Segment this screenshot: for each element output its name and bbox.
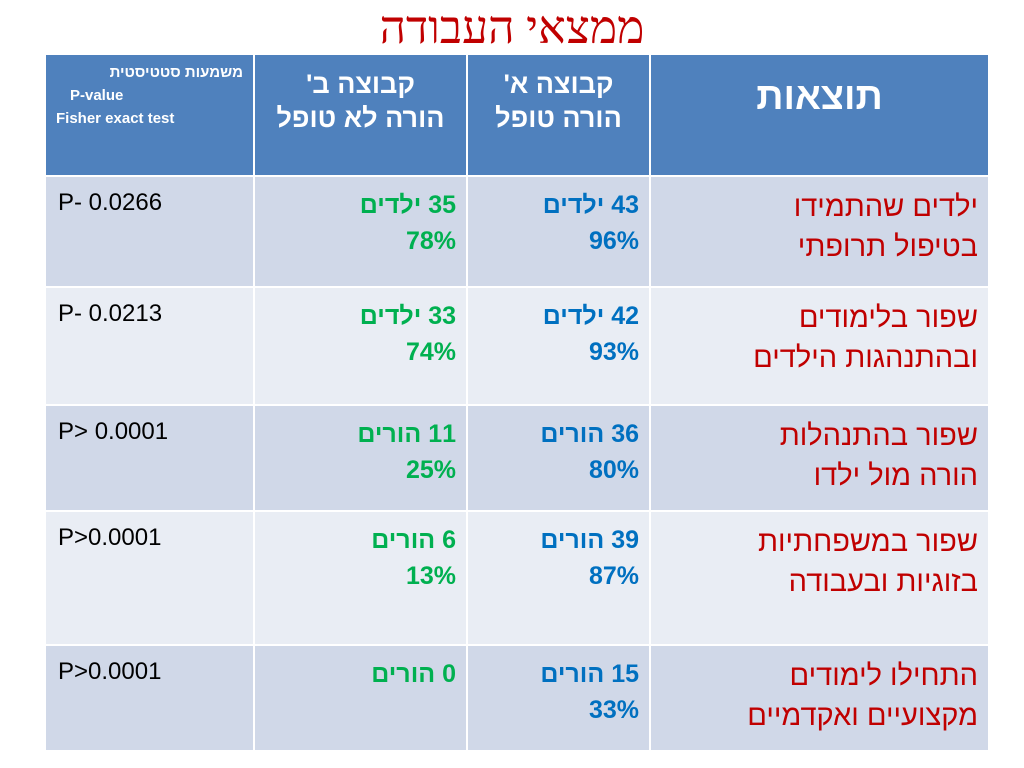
result-line-1: שפור בלימודים [798,302,978,334]
group-a-percent: 80% [588,456,639,484]
header-group-b: קבוצה ב' הורה לא טופל [253,53,468,177]
group-b-cell: 0 הורים [253,644,468,752]
group-a-cell: 15 הורים 33% [466,644,651,752]
result-cell: התחילו לימודים מקצועיים ואקדמיים [649,644,990,752]
result-line-2: הורה מול ילדו [813,460,978,492]
group-b-percent: 25% [405,456,456,484]
group-a-percent: 87% [588,562,639,590]
group-a-percent: 96% [588,227,639,255]
p-value-cell: P>0.0001 [44,644,255,752]
header-p-value: משמעות סטטיסטית P-value Fisher exact tes… [44,53,255,177]
table-row: P>0.0001 6 הורים 13% 39 הורים 87% שפור ב… [44,510,990,646]
header-group-b-line-2: הורה לא טופל [276,103,445,133]
header-group-b-line-1: קבוצה ב' [306,69,415,99]
header-results: תוצאות [649,53,990,177]
group-a-percent: 93% [588,338,639,366]
group-b-cell: 35 ילדים 78% [253,175,468,288]
group-b-count: 33 ילדים [359,302,456,330]
result-line-2: בזוגיות ובעבודה [788,566,978,598]
group-b-cell: 11 הורים 25% [253,404,468,512]
result-line-2: מקצועיים ואקדמיים [747,700,978,732]
group-a-count: 42 ילדים [542,302,639,330]
result-cell: שפור בלימודים ובהתנהגות הילדים [649,286,990,406]
group-b-cell: 6 הורים 13% [253,510,468,646]
group-a-count: 43 ילדים [542,191,639,219]
group-b-percent: 78% [405,227,456,255]
group-a-cell: 39 הורים 87% [466,510,651,646]
table-row: P- 0.0266 35 ילדים 78% 43 ילדים 96% ילדי… [44,175,990,288]
result-line-1: שפור בהתנהלות [779,420,978,452]
header-group-a: קבוצה א' הורה טופל [466,53,651,177]
result-line-1: התחילו לימודים [789,660,978,692]
table-row: P> 0.0001 11 הורים 25% 36 הורים 80% שפור… [44,404,990,512]
group-b-percent: 74% [405,338,456,366]
group-a-count: 15 הורים [540,660,639,688]
group-b-count: 35 ילדים [359,191,456,219]
result-line-1: ילדים שהתמידו [793,191,978,223]
result-cell: שפור בהתנהלות הורה מול ילדו [649,404,990,512]
header-group-a-line-2: הורה טופל [495,103,622,133]
header-group-a-line-1: קבוצה א' [503,69,614,99]
header-p-value-method: Fisher exact test [56,110,175,127]
results-table: משמעות סטטיסטית P-value Fisher exact tes… [44,53,990,752]
group-a-cell: 42 ילדים 93% [466,286,651,406]
group-a-count: 36 הורים [540,420,639,448]
group-b-count: 11 הורים [357,420,456,448]
header-p-value-label: P-value [70,87,124,104]
header-p-value-title: משמעות סטטיסטית [109,64,243,81]
group-a-cell: 36 הורים 80% [466,404,651,512]
result-line-2: ובהתנהגות הילדים [753,342,978,374]
p-value-cell: P>0.0001 [44,510,255,646]
result-cell: ילדים שהתמידו בטיפול תרופתי [649,175,990,288]
group-a-count: 39 הורים [540,526,639,554]
table-row: P- 0.0213 33 ילדים 74% 42 ילדים 93% שפור… [44,286,990,406]
result-line-1: שפור במשפחתיות [757,526,978,558]
group-a-percent: 33% [588,696,639,724]
group-a-cell: 43 ילדים 96% [466,175,651,288]
group-b-percent: 13% [405,562,456,590]
table-header-row: משמעות סטטיסטית P-value Fisher exact tes… [44,53,990,177]
group-b-count: 6 הורים [371,526,456,554]
result-line-2: בטיפול תרופתי [797,231,978,263]
p-value-cell: P> 0.0001 [44,404,255,512]
p-value-cell: P- 0.0266 [44,175,255,288]
p-value-cell: P- 0.0213 [44,286,255,406]
result-cell: שפור במשפחתיות בזוגיות ובעבודה [649,510,990,646]
table-row: P>0.0001 0 הורים 15 הורים 33% התחילו לימ… [44,644,990,752]
group-b-cell: 33 ילדים 74% [253,286,468,406]
slide-title: ממצאי העבודה [379,2,645,53]
group-b-count: 0 הורים [371,660,456,688]
